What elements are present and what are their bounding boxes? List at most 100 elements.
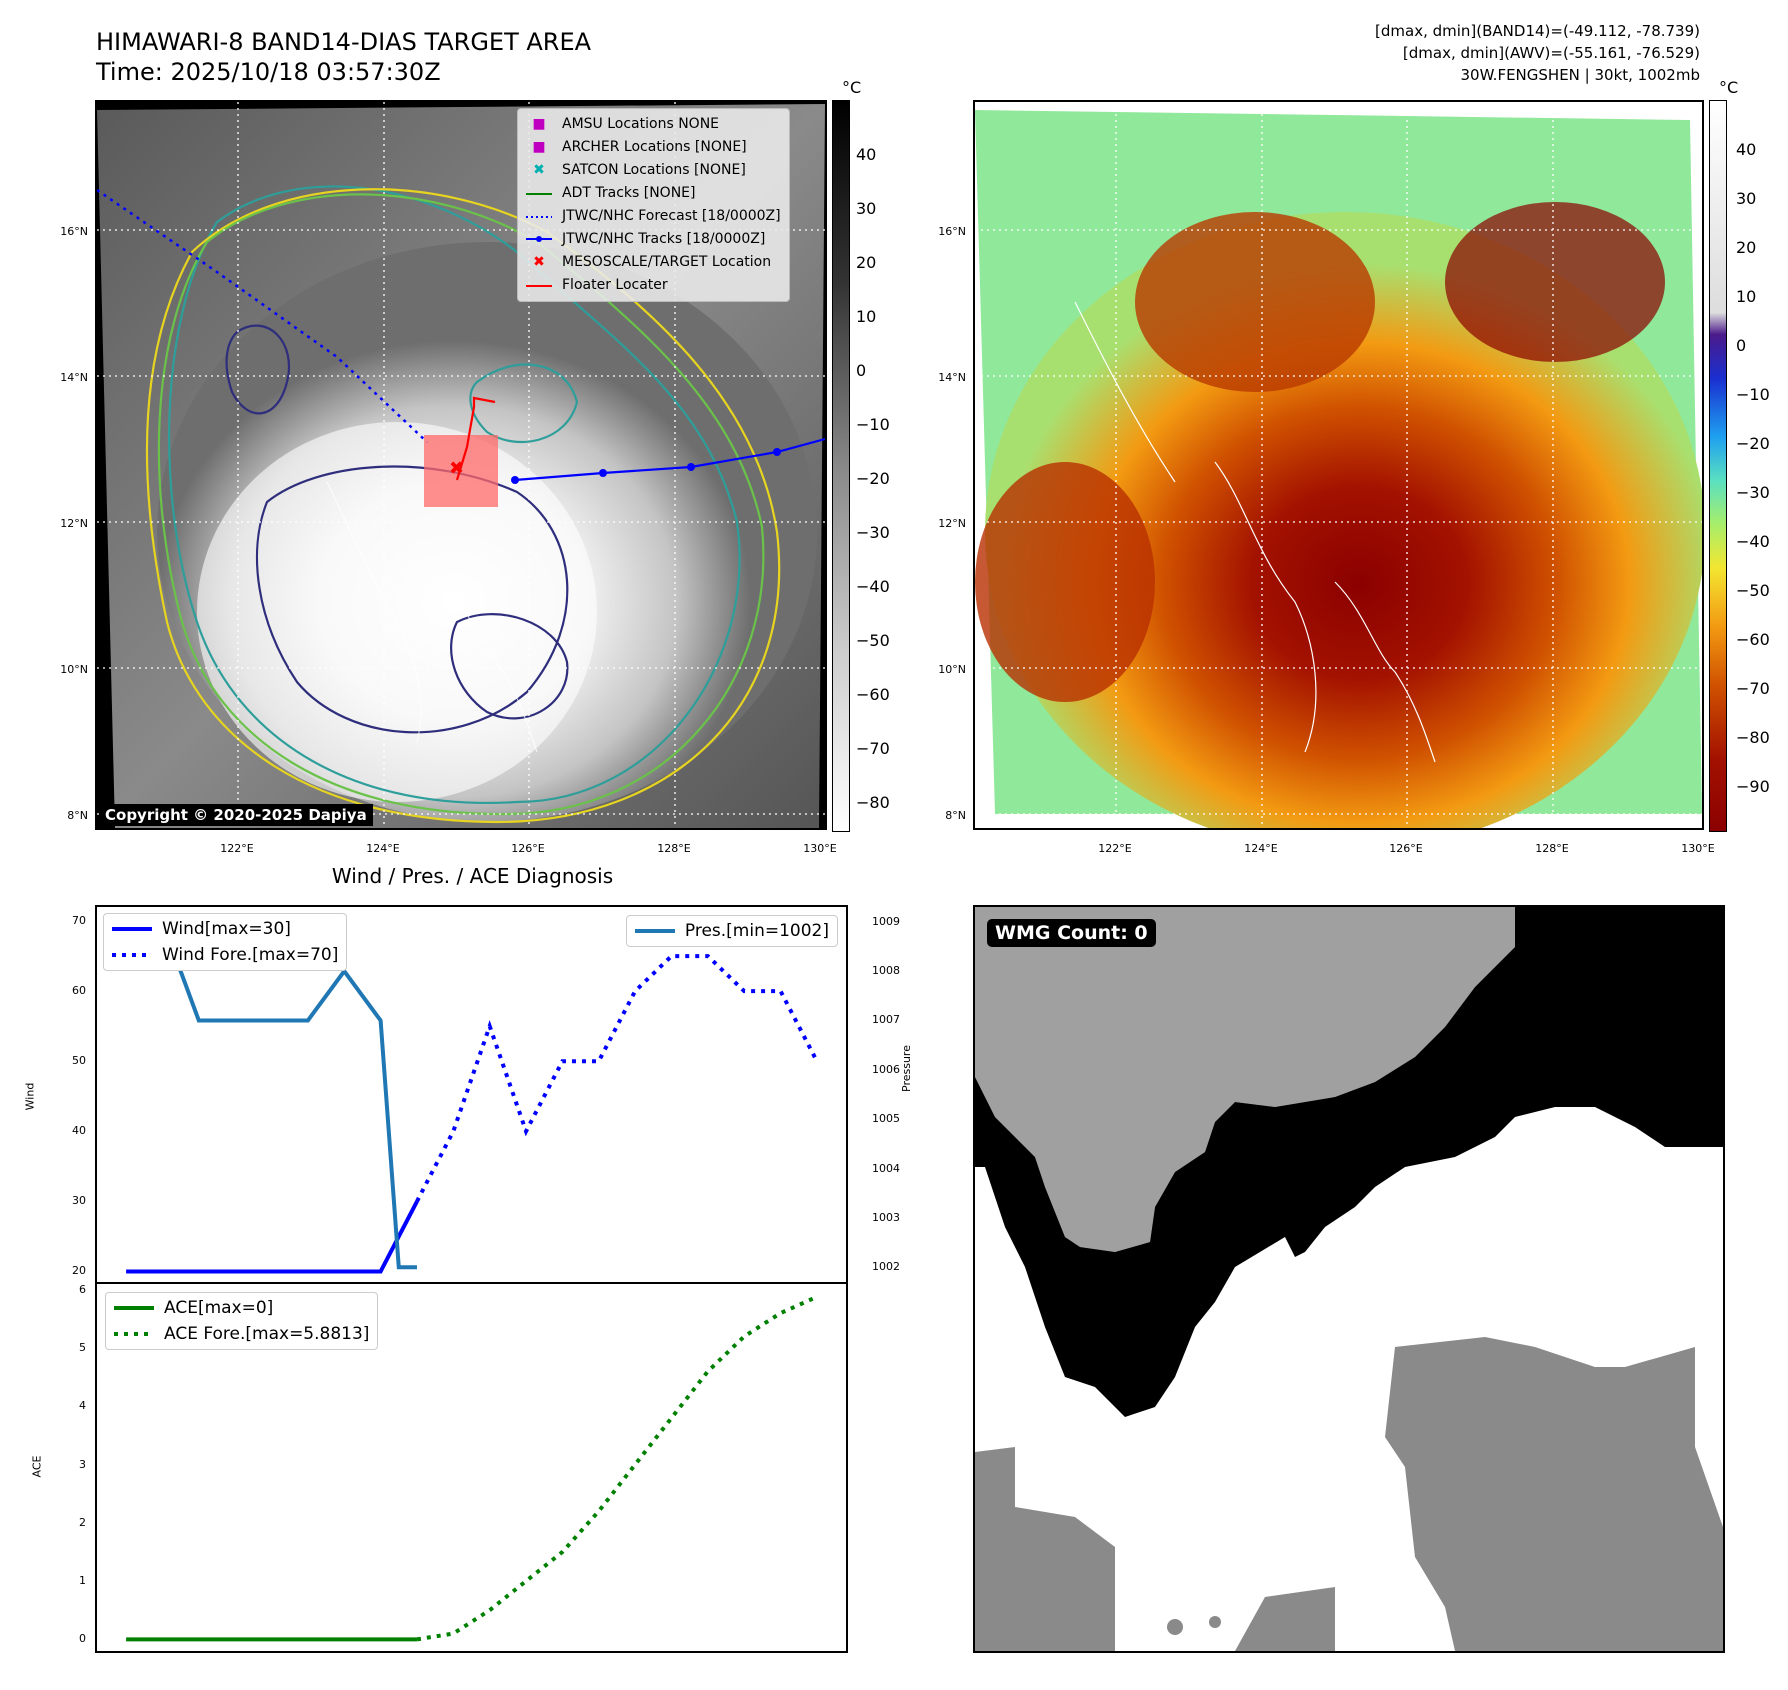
legend-floater: Floater Locater <box>562 277 668 293</box>
colorbar-tick: 30 <box>1736 189 1757 208</box>
ace-svg <box>126 1294 818 1642</box>
colorbar-tick: 40 <box>856 145 877 164</box>
dotted-line-icon <box>114 1332 154 1336</box>
info-awv-range: [dmax, dmin](AWV)=(-55.161, -76.529) <box>1402 44 1700 62</box>
colorbar-tick: −20 <box>856 469 890 488</box>
colorbar-tick: 40 <box>1736 140 1757 159</box>
lon-label: 122°E <box>220 842 254 855</box>
colorbar-unit: °C <box>1719 78 1739 97</box>
dotted-line-icon <box>526 205 552 228</box>
colorbar-tick: −80 <box>1736 728 1770 747</box>
axis-tick-label: 1003 <box>872 1210 900 1224</box>
colorbar-tick: −60 <box>1736 630 1770 649</box>
legend-target-location: MESOSCALE/TARGET Location <box>562 254 772 270</box>
legend-jtwc-forecast: JTWC/NHC Forecast [18/0000Z] <box>562 208 781 224</box>
dotted-line-icon <box>112 953 152 957</box>
colorbar-tick: −60 <box>856 685 890 704</box>
axis-tick-label: 40 <box>72 1124 86 1138</box>
legend-ace: ACE[max=0] <box>164 1298 274 1318</box>
series-line-ace-fore-max- <box>416 1294 818 1642</box>
lon-label: 124°E <box>1244 842 1278 855</box>
square-icon: ■ <box>532 116 546 132</box>
legend-ace-fore: ACE Fore.[max=5.8813] <box>164 1324 370 1344</box>
legend-adt: ADT Tracks [NONE] <box>562 185 696 201</box>
target-area-box <box>424 435 498 507</box>
axis-tick-label: 3 <box>79 1457 86 1471</box>
lat-label: 14°N <box>60 371 88 384</box>
ace-axis-label: ACE <box>30 1455 44 1478</box>
colorbar-tick: 0 <box>1736 336 1747 355</box>
lat-label: 12°N <box>938 517 966 530</box>
axis-tick-label: 50 <box>72 1054 86 1068</box>
colorbar-tick: −40 <box>1736 532 1770 551</box>
lat-label: 16°N <box>938 225 966 238</box>
lat-label: 16°N <box>60 225 88 238</box>
axis-tick-label: 1 <box>79 1574 86 1588</box>
lat-label: 14°N <box>938 371 966 384</box>
wmg-panel: WMG Count: 0 <box>973 905 1725 1653</box>
colorbar-tick: −40 <box>856 577 890 596</box>
colorbar-tick: 10 <box>856 307 877 326</box>
axis-tick-label: 1008 <box>872 964 900 978</box>
colorbar-tick: −10 <box>856 415 890 434</box>
ir-map-panel: ✖ Copyright © 2020-2025 Dapiya ■ AMSU Loc… <box>95 100 827 830</box>
pressure-axis-label: Pressure <box>900 1045 913 1092</box>
map-legend: ■ AMSU Locations NONE ■ ARCHER Locations [… <box>517 108 790 302</box>
x-marker-icon: ✖ <box>533 162 545 178</box>
series-line-wind-fore-max- <box>415 954 819 1203</box>
lon-label: 126°E <box>1389 842 1423 855</box>
chart-title: HIMAWARI-8 BAND14-DIAS TARGET AREA <box>96 28 592 56</box>
lon-label: 130°E <box>1681 842 1715 855</box>
axis-tick-label: 2 <box>79 1515 86 1529</box>
colorbar-tick: 20 <box>856 253 877 272</box>
lon-label: 128°E <box>657 842 691 855</box>
awv-map-panel <box>973 100 1704 830</box>
lat-label: 12°N <box>60 517 88 530</box>
axis-tick-label: 1004 <box>872 1161 900 1175</box>
awv-map-image <box>975 102 1702 828</box>
diag-title: Wind / Pres. / ACE Diagnosis <box>331 864 614 888</box>
axis-tick-label: 30 <box>72 1194 86 1208</box>
colorbar-tick: −80 <box>856 793 890 812</box>
colorbar-tick: −20 <box>1736 434 1770 453</box>
colorbar-tick: 0 <box>856 361 867 380</box>
wind-pres-svg <box>126 919 819 1274</box>
axis-tick-label: 70 <box>72 914 86 928</box>
colorbar-tick: −70 <box>856 739 890 758</box>
colorbar-tick: 30 <box>856 199 877 218</box>
colorbar-tick: 20 <box>1736 238 1757 257</box>
ace-plot: ACE[max=0] ACE Fore.[max=5.8813] <box>95 1282 848 1653</box>
colorbar-tick: −30 <box>856 523 890 542</box>
lon-label: 130°E <box>803 842 837 855</box>
axis-tick-label: 20 <box>72 1264 86 1278</box>
svg-text:✖: ✖ <box>449 458 464 479</box>
colorbar-tick: −10 <box>1736 385 1770 404</box>
line-dot-icon <box>526 228 552 251</box>
axis-tick-label: 6 <box>79 1282 86 1296</box>
info-storm: 30W.FENGSHEN | 30kt, 1002mb <box>1460 66 1700 84</box>
axis-tick-label: 1009 <box>872 914 900 928</box>
lat-label: 8°N <box>67 809 88 822</box>
axis-tick-label: 4 <box>79 1399 86 1413</box>
axis-tick-label: 1005 <box>872 1112 900 1126</box>
lat-label: 10°N <box>60 663 88 676</box>
solid-line-icon <box>114 1306 154 1310</box>
ace-legend: ACE[max=0] ACE Fore.[max=5.8813] <box>105 1292 379 1350</box>
x-marker-icon: ✖ <box>533 254 545 270</box>
axis-tick-label: 1002 <box>872 1260 900 1274</box>
colorbar-tick: 10 <box>1736 287 1757 306</box>
wind-pres-plot: Wind[max=30] Wind Fore.[max=70] Pres.[mi… <box>95 905 848 1283</box>
series-line-wind-max- <box>126 1200 419 1274</box>
colorbar-unit: °C <box>842 78 862 97</box>
lon-label: 128°E <box>1535 842 1569 855</box>
copyright-label: Copyright © 2020-2025 Dapiya <box>99 804 373 826</box>
colorbar-tick: −50 <box>856 631 890 650</box>
axis-tick-label: 5 <box>79 1341 86 1355</box>
axis-tick-label: 1007 <box>872 1013 900 1027</box>
pres-legend: Pres.[min=1002] <box>625 915 838 947</box>
colorbar-tick: −30 <box>1736 483 1770 502</box>
wind-legend: Wind[max=30] Wind Fore.[max=70] <box>103 913 348 971</box>
wmg-count-badge: WMG Count: 0 <box>987 919 1156 947</box>
legend-pres: Pres.[min=1002] <box>684 921 829 941</box>
line-icon <box>526 182 552 205</box>
